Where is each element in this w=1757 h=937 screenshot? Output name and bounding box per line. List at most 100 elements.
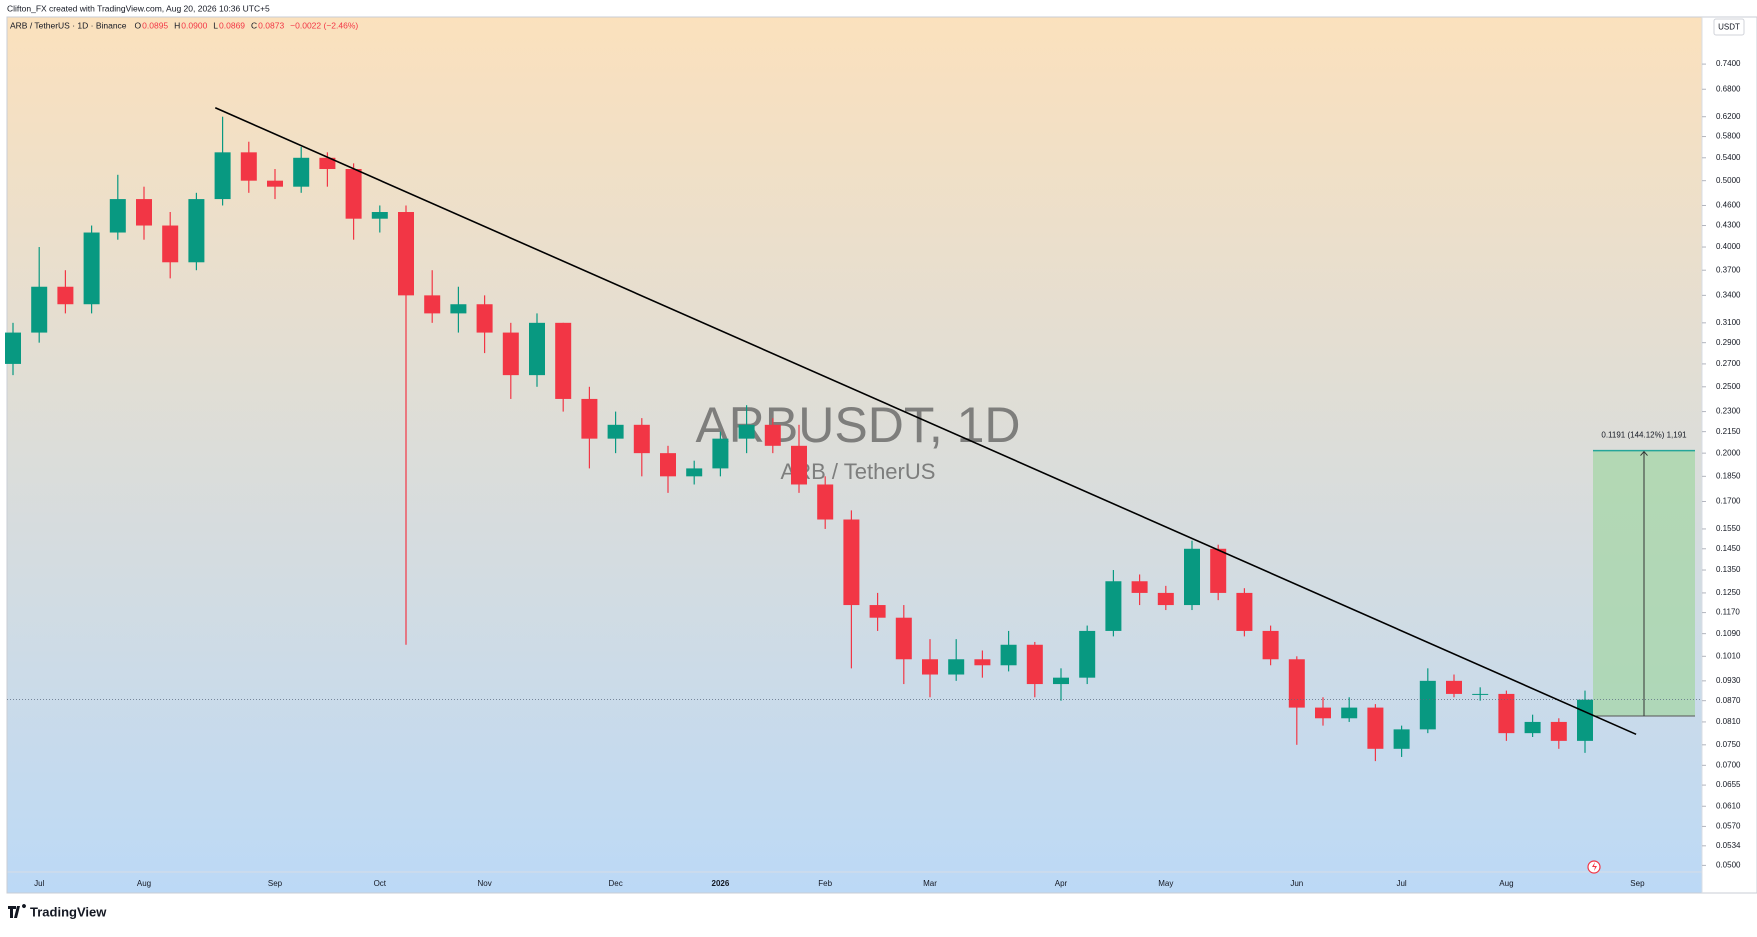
ohlc-value: 0.0900 xyxy=(181,20,207,30)
candle-body xyxy=(1393,729,1410,749)
candle-body xyxy=(319,157,336,170)
y-tick-label: 0.1170 xyxy=(1716,608,1740,617)
y-tick-label: 0.5400 xyxy=(1716,153,1741,162)
ohlc-label: O xyxy=(135,20,142,30)
candle-body xyxy=(1472,693,1489,695)
candle-body xyxy=(764,424,781,446)
y-tick-label: 0.7400 xyxy=(1716,59,1741,68)
y-tick-label: 0.2150 xyxy=(1716,427,1741,436)
y-tick-label: 0.2700 xyxy=(1716,359,1741,368)
y-tick-label: 0.4300 xyxy=(1716,221,1741,230)
y-tick-label: 0.0750 xyxy=(1716,740,1741,749)
candle-body xyxy=(1498,693,1515,734)
symbol: ARB / TetherUS · 1D · Binance xyxy=(10,20,127,30)
candle-body xyxy=(57,286,74,305)
y-tick-label: 0.5000 xyxy=(1716,176,1741,185)
x-tick-label: Aug xyxy=(137,879,151,888)
change: −0.0022 (−2.46%) xyxy=(290,20,358,30)
candle-body xyxy=(1446,680,1462,694)
plot-background xyxy=(7,17,1702,893)
trendline xyxy=(214,107,1637,736)
candle-body xyxy=(83,232,100,305)
y-tick-label: 0.5800 xyxy=(1716,132,1741,141)
candle-body xyxy=(607,424,624,439)
x-tick-label: 2026 xyxy=(712,879,730,888)
y-tick-label: 0.1550 xyxy=(1716,524,1741,533)
candle-body xyxy=(1105,581,1122,631)
x-tick-label: Mar xyxy=(923,879,937,888)
x-tick-label: Oct xyxy=(374,879,387,888)
candle-body xyxy=(1262,630,1279,660)
y-tick-label: 0.3700 xyxy=(1716,265,1741,274)
candle-body xyxy=(5,332,21,364)
candle-body xyxy=(1131,581,1148,593)
candle-body xyxy=(660,453,676,477)
y-tick-label: 0.4000 xyxy=(1716,242,1741,251)
y-tick-label: 0.0700 xyxy=(1716,760,1741,769)
y-tick-label: 0.0534 xyxy=(1716,841,1741,850)
y-tick-label: 0.2300 xyxy=(1716,407,1741,416)
candle-body xyxy=(1157,592,1174,606)
ohlc-label: C xyxy=(251,20,257,30)
x-tick-label: Aug xyxy=(1499,879,1513,888)
candle-body xyxy=(581,398,598,439)
y-tick-label: 0.1090 xyxy=(1716,629,1741,638)
candle-body xyxy=(345,169,362,219)
candle-body xyxy=(948,659,965,675)
candle-body xyxy=(1577,699,1593,741)
y-tick-label: 0.0810 xyxy=(1716,717,1741,726)
x-tick-label: Jul xyxy=(1396,879,1406,888)
credit: Clifton_FX created with TradingView.com,… xyxy=(7,3,270,13)
candle-body xyxy=(922,659,938,675)
y-tick-label: 0.1010 xyxy=(1716,651,1741,660)
candle-body xyxy=(1026,644,1043,685)
candle-body xyxy=(293,157,310,187)
candle-body xyxy=(162,225,179,263)
candle-body xyxy=(1236,592,1253,631)
candle-body xyxy=(529,322,545,376)
candle-body xyxy=(1315,707,1331,719)
candle-body xyxy=(1341,707,1358,719)
candle-body xyxy=(502,332,519,376)
candle-body xyxy=(1079,630,1096,678)
x-tick-label: Sep xyxy=(268,879,283,888)
candle-body xyxy=(267,180,283,187)
candle-body xyxy=(791,445,807,485)
position-label: 0.1191 (144.12%) 1,191 xyxy=(1601,431,1687,440)
y-tick-label: 0.2900 xyxy=(1716,338,1741,347)
x-tick-label: Dec xyxy=(608,879,622,888)
currency: USDT xyxy=(1718,23,1740,32)
y-tick-label: 0.1700 xyxy=(1716,497,1741,506)
x-tick-label: Nov xyxy=(477,879,491,888)
ohlc-value: 0.0873 xyxy=(258,20,284,30)
candle-body xyxy=(817,484,834,520)
y-tick-label: 0.3400 xyxy=(1716,290,1741,299)
ohlc-label: L xyxy=(213,20,218,30)
x-tick-label: Apr xyxy=(1055,879,1068,888)
ohlc-value: 0.0895 xyxy=(142,20,168,30)
candle-body xyxy=(686,468,703,477)
candle-body xyxy=(1288,659,1305,708)
candle-body xyxy=(895,617,912,660)
ohlc-label: H xyxy=(174,20,180,30)
y-tick-label: 0.1350 xyxy=(1716,565,1741,574)
y-tick-label: 0.0930 xyxy=(1716,676,1741,685)
y-tick-label: 0.1250 xyxy=(1716,588,1741,597)
candle-body xyxy=(1550,721,1567,741)
y-tick-label: 0.6200 xyxy=(1716,112,1741,121)
candle-body xyxy=(738,424,755,439)
candle-body xyxy=(555,322,572,399)
candle-body xyxy=(188,199,205,263)
candle-body xyxy=(1419,680,1436,730)
alert-icon[interactable] xyxy=(1587,860,1601,874)
brand-logo xyxy=(8,904,26,918)
candle-body xyxy=(974,659,991,666)
y-tick-label: 0.1850 xyxy=(1716,471,1741,480)
candle-body xyxy=(136,199,152,226)
candle-body xyxy=(843,519,860,606)
candle-body xyxy=(712,438,729,469)
brand: TradingView xyxy=(30,904,107,919)
x-tick-label: Feb xyxy=(818,879,832,888)
candle-body xyxy=(1184,548,1200,606)
